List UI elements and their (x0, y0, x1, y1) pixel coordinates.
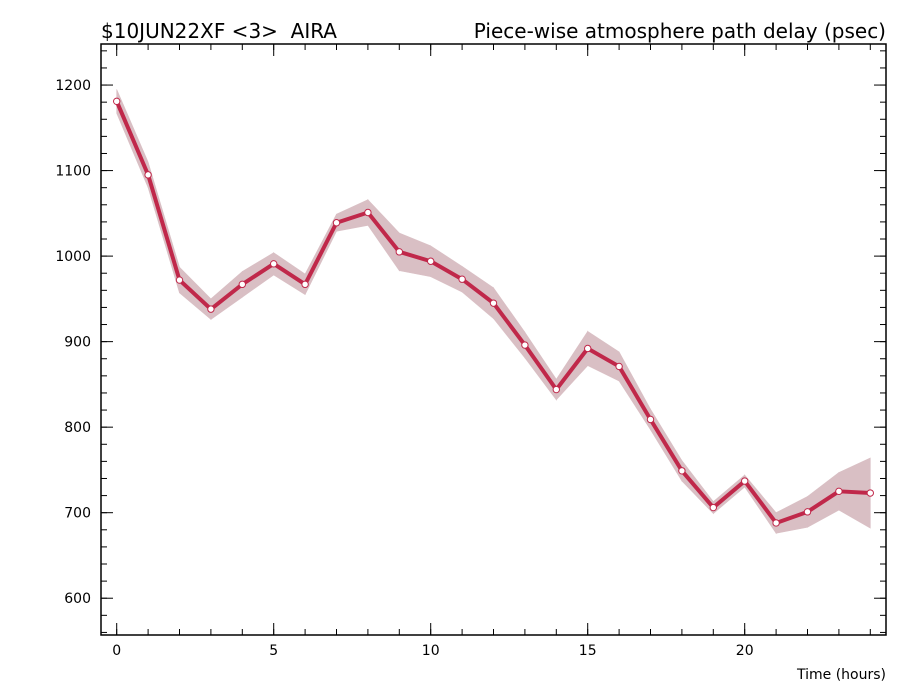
data-point (144, 171, 152, 179)
x-tick-label: 15 (579, 643, 597, 659)
data-point (646, 415, 655, 424)
y-tick-label: 900 (64, 335, 91, 351)
data-point (772, 519, 780, 527)
y-tick-label: 1200 (55, 78, 91, 94)
data-point (678, 467, 686, 475)
x-tick-label: 5 (269, 643, 278, 659)
data-point (207, 305, 215, 313)
data-point (364, 208, 372, 217)
data-point (395, 248, 403, 256)
data-point (803, 508, 812, 516)
y-tick-label: 1000 (55, 249, 91, 265)
data-point (301, 280, 309, 289)
data-point (270, 260, 278, 268)
data-point (521, 341, 529, 349)
x-tick-label: 0 (112, 643, 121, 659)
y-tick-label: 1100 (55, 164, 91, 180)
data-point (835, 487, 843, 496)
y-tick-label: 800 (64, 420, 91, 436)
plot-frame (100, 43, 887, 636)
x-axis-label: Time (hours) (796, 667, 886, 683)
y-tick-label: 600 (64, 591, 91, 607)
data-point (709, 503, 717, 512)
chart-title-left: $10JUN22XF <3> AIRA (101, 19, 337, 43)
data-point (175, 276, 184, 284)
chart-title-right: Piece-wise atmosphere path delay (psec) (474, 19, 886, 43)
x-tick-label: 10 (422, 643, 440, 659)
data-point (113, 97, 121, 106)
y-tick-label: 700 (64, 506, 91, 522)
data-point (427, 257, 435, 265)
data-point (552, 385, 560, 394)
data-point (741, 477, 749, 485)
data-point (866, 489, 874, 497)
data-point (584, 344, 592, 353)
data-point (458, 275, 466, 283)
error-band (555, 330, 589, 401)
data-point (332, 219, 341, 227)
data-point (489, 299, 498, 307)
data-point (238, 280, 247, 289)
x-tick-label: 20 (736, 643, 754, 659)
data-point (615, 362, 623, 371)
